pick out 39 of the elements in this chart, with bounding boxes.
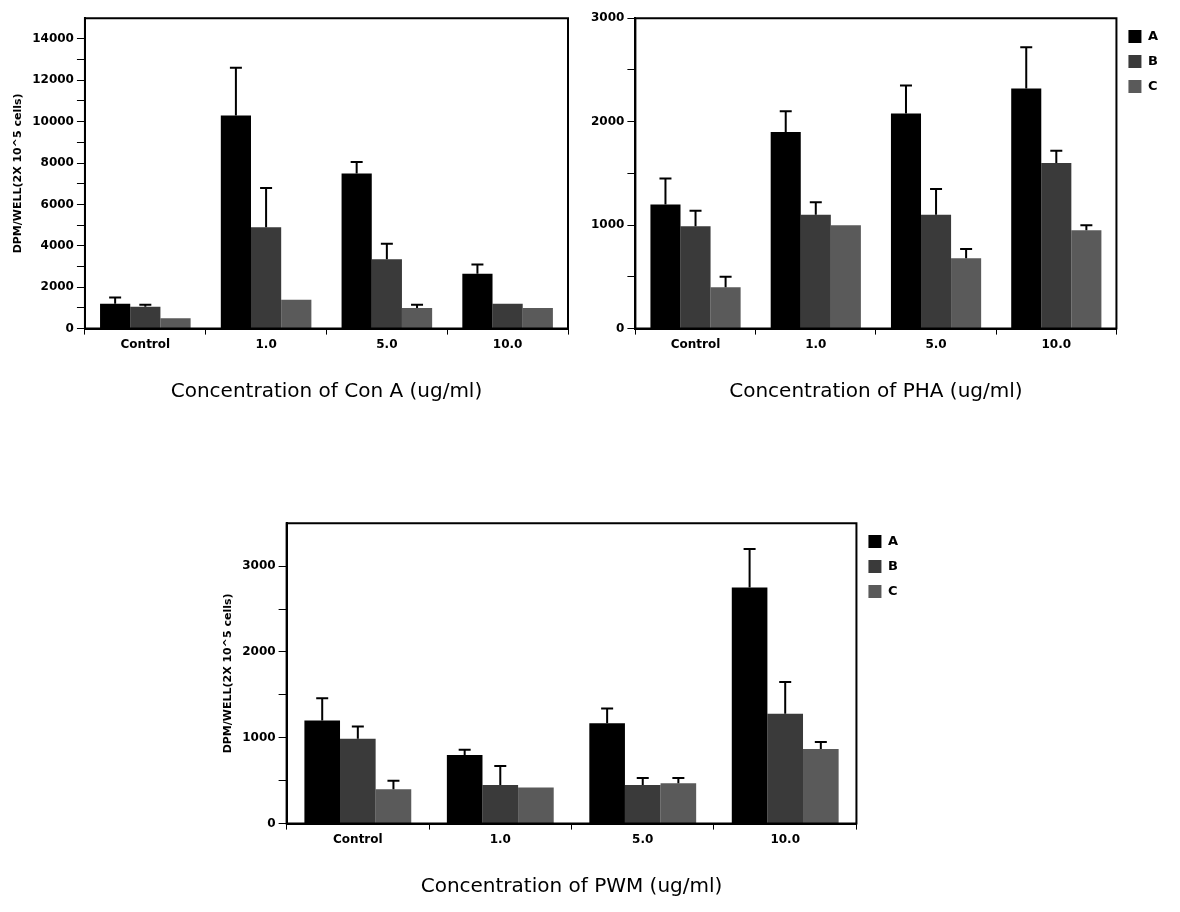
y-tick-label: 6000 xyxy=(40,196,74,211)
y-tick-label: 10000 xyxy=(32,113,74,128)
y-tick-label: 14000 xyxy=(32,31,74,46)
x-tick-label: Control xyxy=(333,831,383,846)
x-tick-label: 5.0 xyxy=(376,336,398,351)
y-tick-label: 2000 xyxy=(590,113,625,128)
y-tick-label: 0 xyxy=(616,320,625,335)
x-tick-label: 1.0 xyxy=(489,831,511,846)
x-tick-label: 10.0 xyxy=(1041,336,1072,351)
legend-label: B xyxy=(887,557,898,573)
y-tick-label: 2000 xyxy=(242,644,276,659)
y-axis-title: DPM/WELL(2X 10^5 cells) xyxy=(11,93,25,254)
x-axis-title: Concentration of PWM (ug/ml) xyxy=(420,873,723,898)
y-tick-label: 4000 xyxy=(40,237,74,252)
x-axis-title: Concentration of Con A (ug/ml) xyxy=(170,378,483,403)
x-tick-label: Control xyxy=(670,336,721,351)
y-tick-label: 1000 xyxy=(242,729,276,744)
x-tick-label: 1.0 xyxy=(805,336,827,351)
y-tick-label: 0 xyxy=(65,320,74,335)
x-tick-label: Control xyxy=(120,336,171,351)
legend-label: B xyxy=(1147,52,1158,68)
y-tick-label: 0 xyxy=(267,815,276,830)
y-axis-title: DPM/WELL(2X 10^5 cells) xyxy=(221,593,235,754)
x-axis-title: Concentration of PHA (ug/ml) xyxy=(729,378,1023,403)
legend-label: A xyxy=(887,532,898,548)
y-tick-label: 2000 xyxy=(40,279,74,294)
x-tick-label: 5.0 xyxy=(632,831,654,846)
legend-label: A xyxy=(1147,27,1158,43)
x-tick-label: 5.0 xyxy=(925,336,947,351)
y-tick-label: 3000 xyxy=(242,558,276,573)
x-tick-label: 10.0 xyxy=(492,336,523,351)
x-tick-label: 1.0 xyxy=(255,336,277,351)
y-tick-label: 3000 xyxy=(590,10,625,25)
legend-label: C xyxy=(1147,77,1158,93)
x-tick-label: 10.0 xyxy=(770,831,801,846)
y-tick-label: 12000 xyxy=(32,72,74,87)
legend-label: C xyxy=(887,582,898,598)
y-tick-label: 1000 xyxy=(590,217,625,232)
y-tick-label: 8000 xyxy=(40,155,74,170)
